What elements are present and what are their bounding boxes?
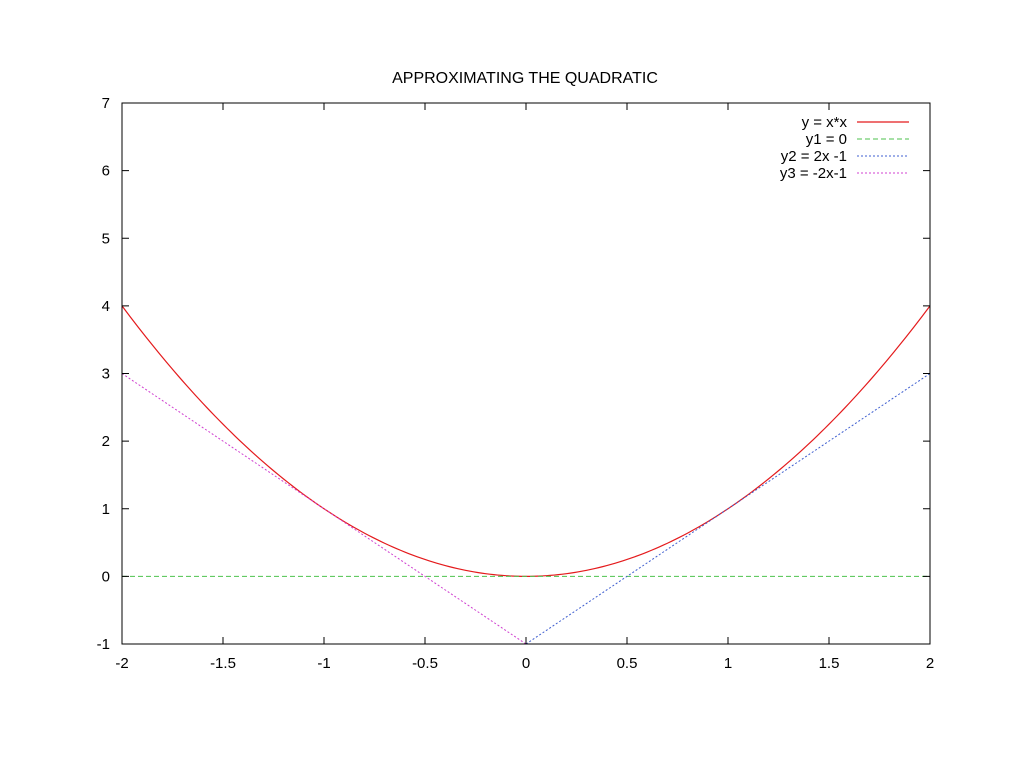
y-tick-label: 2 [102, 433, 110, 450]
x-tick-label: 0.5 [617, 655, 638, 672]
series-line-4 [121, 373, 527, 645]
y-tick-label: 3 [102, 366, 110, 383]
x-tick-label: -0.5 [412, 655, 438, 672]
legend: y = x*xy1 = 0y2 = 2x -1y3 = -2x-1 [780, 114, 909, 182]
x-tick-label: 1 [724, 655, 732, 672]
ticks-layer: -2 -1.5 -1 -0.5 0 0.5 1 1.5 2 -1 0 1 2 3 4 5 6 7 [97, 95, 935, 672]
series-layer [121, 305, 931, 645]
legend-label: y = x*x [802, 114, 848, 131]
x-tick-label: 2 [926, 655, 934, 672]
y-tick-label: 7 [102, 95, 110, 112]
legend-label: y3 = -2x-1 [780, 165, 847, 182]
y-tick-label: 4 [102, 298, 110, 315]
plot-frame [121, 102, 931, 645]
x-tick-label: -1.5 [210, 655, 236, 672]
y-tick-label: 5 [102, 230, 110, 247]
y-tick-label: 6 [102, 163, 110, 180]
x-tick-label: 0 [522, 655, 530, 672]
series-line-1 [121, 305, 931, 577]
y-tick-label: 1 [102, 501, 110, 518]
x-tick-label: 1.5 [819, 655, 840, 672]
x-tick-label: -2 [115, 655, 128, 672]
legend-label: y2 = 2x -1 [781, 148, 847, 165]
x-tick-label: -1 [317, 655, 330, 672]
series-line-3 [525, 373, 931, 645]
chart-title: APPROXIMATING THE QUADRATIC [392, 70, 658, 87]
y-tick-label: 0 [102, 568, 110, 585]
legend-label: y1 = 0 [806, 131, 847, 148]
y-tick-label: -1 [97, 636, 110, 653]
